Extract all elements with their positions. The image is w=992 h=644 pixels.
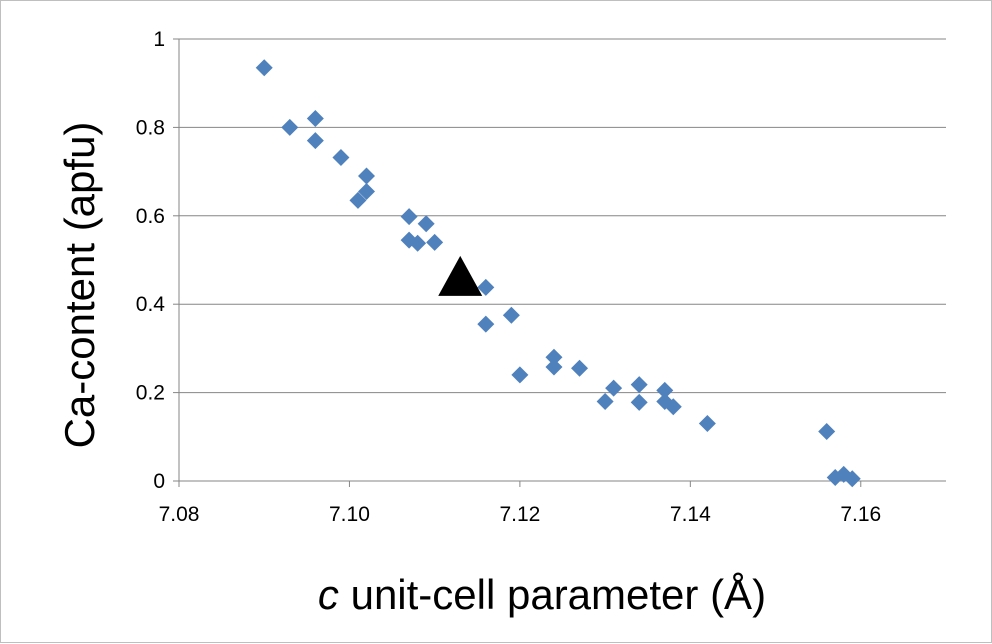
y-tick-label: 0.2 xyxy=(136,382,165,405)
diamond-point xyxy=(426,233,444,251)
y-tick-label: 1 xyxy=(153,28,165,51)
x-tick-label: 7.16 xyxy=(840,503,881,526)
diamond-point xyxy=(698,415,716,433)
grid-lines xyxy=(179,38,946,394)
diamond-point xyxy=(349,191,367,209)
diamond-point xyxy=(630,393,648,411)
diamond-point xyxy=(664,398,682,416)
diamond-point xyxy=(818,422,836,440)
diamond-point xyxy=(571,359,589,377)
diamond-point xyxy=(502,306,520,324)
axes xyxy=(173,38,946,487)
y-tick-label: 0.8 xyxy=(136,116,165,139)
x-axis-title-rest: unit-cell parameter (Å) xyxy=(339,571,766,618)
y-axis-title: Ca-content (apfu) xyxy=(56,122,103,449)
x-axis-title: c unit-cell parameter (Å) xyxy=(318,571,766,618)
diamond-point xyxy=(545,358,563,376)
x-tick-label: 7.14 xyxy=(670,503,711,526)
diamond-point xyxy=(357,167,375,185)
diamond-point xyxy=(306,132,324,150)
x-tick-label: 7.08 xyxy=(159,503,200,526)
diamond-point xyxy=(630,376,648,394)
x-tick-label: 7.10 xyxy=(329,503,370,526)
y-tick-label: 0.6 xyxy=(136,205,165,228)
diamond-point xyxy=(255,59,273,77)
diamond-point xyxy=(843,470,861,488)
diamond-point xyxy=(281,118,299,136)
y-tick-label: 0.4 xyxy=(136,293,166,316)
diamond-point xyxy=(409,234,427,252)
diamond-point xyxy=(417,215,435,233)
y-tick-label: 0 xyxy=(153,470,165,493)
diamond-point xyxy=(332,148,350,166)
diamond-point xyxy=(596,392,614,410)
x-tick-label: 7.12 xyxy=(499,503,540,526)
x-axis-title-italic: c xyxy=(318,571,339,618)
diamond-point xyxy=(511,366,529,384)
diamond-point xyxy=(545,348,563,366)
diamond-point xyxy=(400,208,418,226)
diamond-point xyxy=(306,110,324,128)
diamond-point xyxy=(357,182,375,200)
data-points xyxy=(255,59,861,488)
triangle-point xyxy=(438,255,483,296)
diamond-point xyxy=(656,381,674,399)
diamond-point xyxy=(477,315,495,333)
tick-labels: 0 0.2 0.4 0.6 0.8 1 7.08 7.10 7.12 7.14 7.16 xyxy=(136,28,881,526)
diamond-point xyxy=(477,278,495,296)
diamond-point xyxy=(605,379,623,397)
